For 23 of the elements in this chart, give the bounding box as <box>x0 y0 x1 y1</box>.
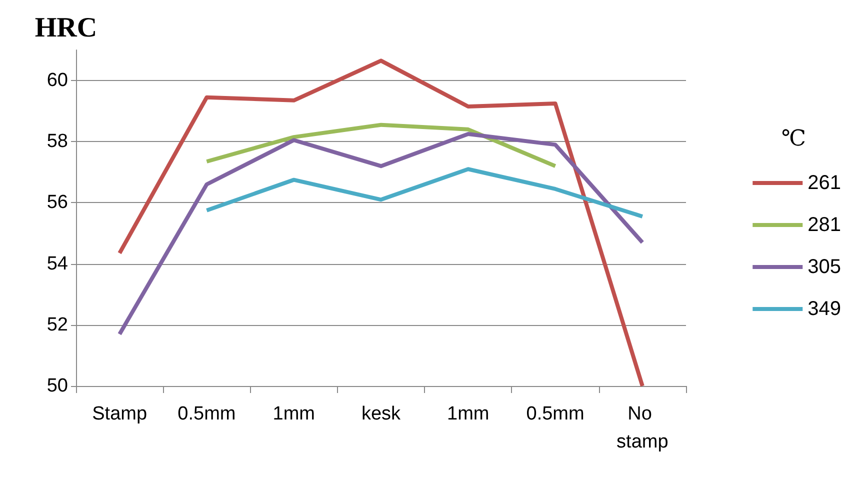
line-series <box>118 58 644 388</box>
x-tick-label: 0.5mm <box>178 404 236 424</box>
legend-label: 349 <box>808 298 842 320</box>
legend-label: 281 <box>808 214 842 236</box>
y-tick-label: 54 <box>46 253 68 274</box>
line-series <box>204 167 644 218</box>
x-tick-label: kesk <box>361 404 402 424</box>
x-tick-label: Stamp <box>92 404 148 424</box>
y-tick-label: 52 <box>46 314 68 336</box>
y-tick-label: 56 <box>46 192 68 214</box>
line-series <box>204 122 558 168</box>
y-tick-label: 50 <box>46 376 68 396</box>
y-tick-label: 60 <box>46 70 68 92</box>
legend-label: 305 <box>808 256 842 278</box>
x-tick-label: 1mm <box>272 404 315 424</box>
x-tick-label: No stamp <box>616 404 668 452</box>
x-tick-label: 1mm <box>447 404 490 424</box>
y-axis-title: HRC <box>34 12 98 44</box>
legend-label: 261 <box>808 172 842 194</box>
line-series <box>118 132 644 336</box>
legend-title: ℃ <box>781 126 806 152</box>
y-tick-label: 58 <box>46 131 68 152</box>
x-tick-label: 0.5mm <box>526 404 584 424</box>
